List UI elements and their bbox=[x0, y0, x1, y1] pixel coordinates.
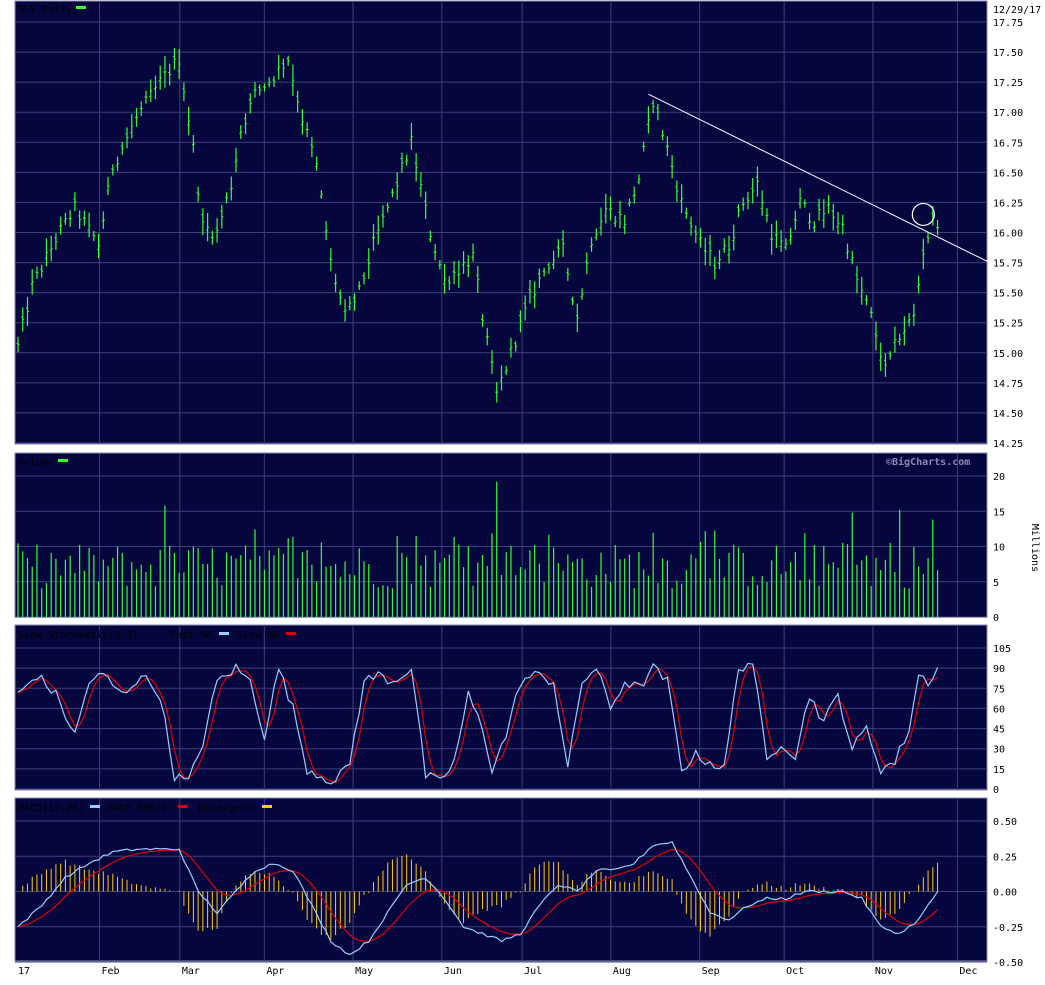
macd-line bbox=[17, 840, 939, 956]
x-axis-label-2: Mar bbox=[182, 966, 200, 977]
price-tick-label-0: 17.75 bbox=[993, 18, 1023, 29]
price-date-label: 12/29/17 bbox=[993, 5, 1041, 16]
stoch-legend-d: Slow %D bbox=[237, 630, 279, 641]
price-tick-label-13: 14.50 bbox=[993, 409, 1023, 420]
volume-legend-swatch bbox=[58, 459, 68, 462]
stoch-legend-k: Fast %K bbox=[170, 630, 212, 641]
macd-legend-ema-swatch bbox=[178, 805, 188, 808]
volume-axis-label: Millions bbox=[1029, 524, 1040, 572]
x-axis-label-4: May bbox=[355, 966, 373, 977]
x-axis-label-3: Apr bbox=[266, 966, 284, 977]
panel-3-background bbox=[14, 797, 988, 962]
price-tick-label-14: 14.25 bbox=[993, 439, 1023, 450]
macd-title: MACD(12,26) bbox=[18, 803, 84, 814]
x-axis-label-9: Oct bbox=[786, 966, 804, 977]
price-tick-label-4: 16.75 bbox=[993, 138, 1023, 149]
price-trendline bbox=[648, 93, 990, 264]
price-tick-label-3: 17.00 bbox=[993, 108, 1023, 119]
macd-tick-label-1: 0.25 bbox=[993, 852, 1017, 863]
stoch-legend-k-swatch bbox=[219, 632, 229, 635]
x-axis-label-1: Feb bbox=[102, 966, 120, 977]
x-axis-label-6: Jul bbox=[524, 966, 542, 977]
stoch-tick-label-4: 45 bbox=[993, 725, 1005, 736]
macd-tick-label-0: 0.50 bbox=[993, 817, 1017, 828]
price-tick-label-1: 17.50 bbox=[993, 48, 1023, 59]
macd-legend-div-swatch bbox=[262, 805, 272, 808]
x-axis-label-10: Nov bbox=[875, 966, 893, 977]
macd-legend-swatch bbox=[90, 805, 100, 808]
price-tick-label-11: 15.00 bbox=[993, 349, 1023, 360]
panel-2-background bbox=[14, 624, 988, 791]
price-title: SLV Daily bbox=[18, 4, 72, 15]
price-tick-label-5: 16.50 bbox=[993, 168, 1023, 179]
volume-tick-label-4: 0 bbox=[993, 613, 999, 624]
x-axis-label-11: Dec bbox=[959, 966, 977, 977]
stoch-fast-k-line bbox=[17, 662, 939, 785]
x-axis-label-5: Jun bbox=[444, 966, 462, 977]
volume-watermark: ©BigCharts.com bbox=[886, 456, 970, 468]
price-tick-label-7: 16.00 bbox=[993, 229, 1023, 240]
stoch-legend-d-swatch bbox=[286, 632, 296, 635]
price-tick-label-8: 15.75 bbox=[993, 259, 1023, 270]
price-tick-label-6: 16.25 bbox=[993, 198, 1023, 209]
volume-tick-label-0: 20 bbox=[993, 472, 1005, 483]
macd-legend-divergence: Divergence bbox=[198, 803, 258, 814]
volume-tick-label-1: 15 bbox=[993, 507, 1005, 518]
price-highlight-circle bbox=[911, 202, 935, 227]
macd-tick-label-2: 0.00 bbox=[993, 888, 1017, 899]
volume-tick-label-2: 10 bbox=[993, 543, 1005, 554]
stoch-tick-label-1: 90 bbox=[993, 664, 1005, 675]
macd-legend-ema: MACD EMA(9) bbox=[107, 803, 173, 814]
price-tick-label-9: 15.50 bbox=[993, 289, 1023, 300]
stoch-title: Slow Stochastic(5,5) bbox=[18, 630, 138, 641]
x-axis-label-0: 17 bbox=[18, 966, 30, 977]
stoch-tick-label-7: 0 bbox=[993, 785, 999, 796]
stoch-slow-d-line bbox=[17, 665, 938, 784]
macd-tick-label-3: -0.25 bbox=[993, 923, 1023, 934]
volume-title: Volume bbox=[18, 457, 54, 468]
stoch-tick-label-2: 75 bbox=[993, 684, 1005, 695]
macd-tick-label-4: -0.50 bbox=[993, 958, 1023, 969]
price-tick-label-2: 17.25 bbox=[993, 78, 1023, 89]
x-axis-label-7: Aug bbox=[613, 966, 631, 977]
stoch-tick-label-6: 15 bbox=[993, 765, 1005, 776]
stoch-tick-label-5: 30 bbox=[993, 745, 1005, 756]
stoch-tick-label-0: 105 bbox=[993, 644, 1011, 655]
stoch-tick-label-3: 60 bbox=[993, 704, 1005, 715]
price-legend-swatch bbox=[76, 6, 86, 9]
volume-tick-label-3: 5 bbox=[993, 578, 999, 589]
price-tick-label-12: 14.75 bbox=[993, 379, 1023, 390]
x-axis-label-8: Sep bbox=[702, 966, 720, 977]
price-tick-label-10: 15.25 bbox=[993, 319, 1023, 330]
